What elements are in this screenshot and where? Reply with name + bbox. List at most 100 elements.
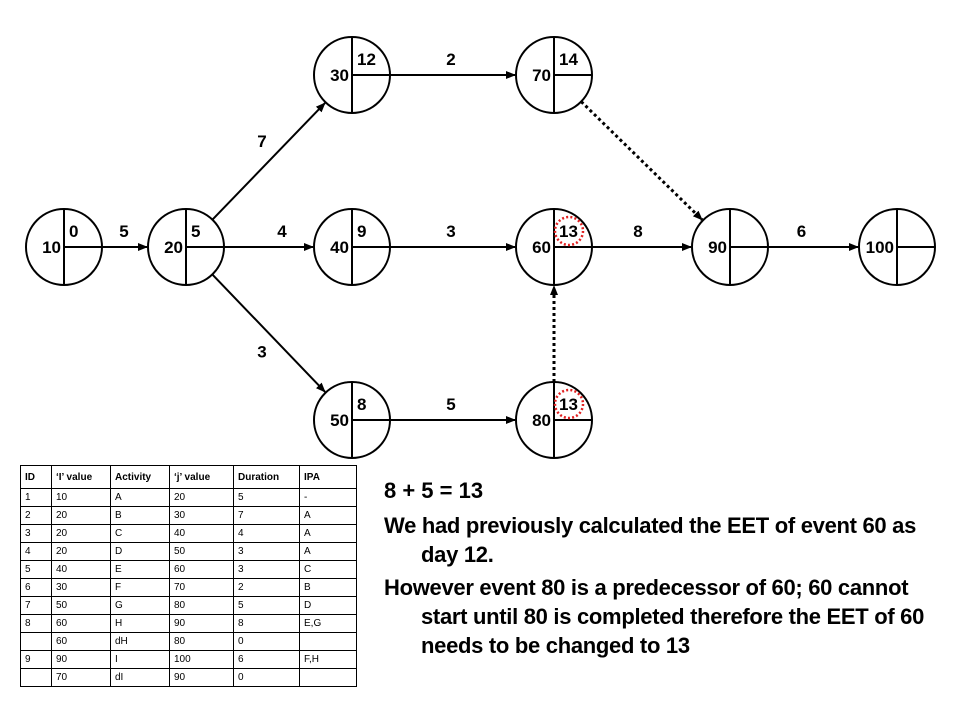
table-cell: 90 bbox=[169, 614, 234, 633]
table-cell: - bbox=[299, 488, 357, 507]
table-cell bbox=[299, 632, 357, 651]
predecessor-note: However event 80 is a predecessor of 60;… bbox=[384, 575, 925, 658]
table-cell: 20 bbox=[51, 506, 111, 525]
table-cell: 4 bbox=[233, 524, 300, 543]
table-cell: F bbox=[110, 578, 170, 597]
earliest-event-time: 0 bbox=[69, 222, 78, 241]
table-cell: 30 bbox=[169, 506, 234, 525]
table-row: 8 60 H 90 8 E,G bbox=[20, 614, 357, 633]
table-row: 4 20 D 50 3 A bbox=[20, 542, 357, 561]
table-row: 70 dI 90 0 bbox=[20, 668, 357, 687]
table-cell: 5 bbox=[20, 560, 52, 579]
table-cell: 50 bbox=[169, 542, 234, 561]
table-cell: A bbox=[299, 542, 357, 561]
table-cell: A bbox=[299, 506, 357, 525]
activity-duration-label: 5 bbox=[119, 222, 128, 241]
col-header-duration: Duration bbox=[233, 465, 300, 489]
activity-table: ID ‘I’ value Activity ‘j’ value Duration… bbox=[20, 465, 357, 687]
table-row: 5 40 E 60 3 C bbox=[20, 560, 357, 579]
event-number: 100 bbox=[866, 238, 894, 257]
event-node: 50 8 bbox=[313, 381, 391, 459]
event-number: 90 bbox=[708, 238, 727, 257]
table-row: 6 30 F 70 2 B bbox=[20, 578, 357, 597]
table-cell: 0 bbox=[233, 668, 300, 687]
table-cell: 5 bbox=[233, 488, 300, 507]
table-row: 60 dH 80 0 bbox=[20, 632, 357, 651]
event-number: 50 bbox=[330, 411, 349, 430]
event-node: 70 14 bbox=[515, 36, 593, 114]
table-cell: B bbox=[299, 578, 357, 597]
eet-highlight-ring bbox=[553, 215, 585, 247]
table-cell: A bbox=[110, 488, 170, 507]
table-cell: 4 bbox=[20, 542, 52, 561]
table-cell: D bbox=[299, 596, 357, 615]
earliest-event-time: 13 bbox=[559, 222, 578, 241]
col-header-i-value: ‘I’ value bbox=[51, 465, 111, 489]
table-cell bbox=[20, 668, 52, 687]
table-cell: 2 bbox=[20, 506, 52, 525]
col-header-j-value: ‘j’ value bbox=[169, 465, 234, 489]
table-cell: 30 bbox=[51, 578, 111, 597]
previous-eet-note: We had previously calculated the EET of … bbox=[384, 513, 917, 567]
table-cell: 70 bbox=[169, 578, 234, 597]
eet-highlight-ring bbox=[553, 388, 585, 420]
table-cell: 60 bbox=[51, 632, 111, 651]
table-cell: 6 bbox=[233, 650, 300, 669]
table-cell: 50 bbox=[51, 596, 111, 615]
activity-duration-label: 2 bbox=[446, 50, 455, 69]
table-cell: E,G bbox=[299, 614, 357, 633]
col-header-id: ID bbox=[20, 465, 52, 489]
event-number: 40 bbox=[330, 238, 349, 257]
table-cell: 60 bbox=[169, 560, 234, 579]
table-cell: 90 bbox=[169, 668, 234, 687]
table-cell: 3 bbox=[20, 524, 52, 543]
event-node: 100 bbox=[858, 208, 936, 286]
event-number: 60 bbox=[532, 238, 551, 257]
activity-duration-label: 7 bbox=[257, 132, 266, 151]
table-cell: 90 bbox=[51, 650, 111, 669]
event-number: 70 bbox=[532, 66, 551, 85]
table-cell: 1 bbox=[20, 488, 52, 507]
table-cell: D bbox=[110, 542, 170, 561]
table-row: 3 20 C 40 4 A bbox=[20, 524, 357, 543]
table-cell: 7 bbox=[20, 596, 52, 615]
table-row: 7 50 G 80 5 D bbox=[20, 596, 357, 615]
table-cell: E bbox=[110, 560, 170, 579]
event-node: 90 bbox=[691, 208, 769, 286]
event-node: 40 9 bbox=[313, 208, 391, 286]
table-cell: 8 bbox=[233, 614, 300, 633]
table-cell: 7 bbox=[233, 506, 300, 525]
table-cell: I bbox=[110, 650, 170, 669]
event-node: 80 13 bbox=[515, 381, 593, 459]
earliest-event-time: 8 bbox=[357, 395, 366, 414]
table-cell: B bbox=[110, 506, 170, 525]
table-cell: G bbox=[110, 596, 170, 615]
explanation-text: 8 + 5 = 13 We had previously calculated … bbox=[384, 476, 954, 664]
activity-duration-label: 5 bbox=[446, 395, 455, 414]
earliest-event-time: 12 bbox=[357, 50, 376, 69]
event-number: 30 bbox=[330, 66, 349, 85]
activity-duration-label: 3 bbox=[446, 222, 455, 241]
equation-text: 8 + 5 = 13 bbox=[384, 478, 484, 503]
event-node: 100 bbox=[25, 208, 103, 286]
table-cell: 6 bbox=[20, 578, 52, 597]
table-cell: 0 bbox=[233, 632, 300, 651]
table-cell: 80 bbox=[169, 632, 234, 651]
activity-duration-label: 6 bbox=[797, 222, 806, 241]
event-number: 20 bbox=[164, 238, 183, 257]
table-cell: 70 bbox=[51, 668, 111, 687]
table-row: 2 20 B 30 7 A bbox=[20, 506, 357, 525]
table-row: 9 90 I 100 6 F,H bbox=[20, 650, 357, 669]
event-node: 20 5 bbox=[147, 208, 225, 286]
col-header-activity: Activity bbox=[110, 465, 170, 489]
table-cell: 3 bbox=[233, 542, 300, 561]
table-cell: 3 bbox=[233, 560, 300, 579]
table-cell: F,H bbox=[299, 650, 357, 669]
col-header-ipa: IPA bbox=[299, 465, 357, 489]
table-cell: 5 bbox=[233, 596, 300, 615]
table-cell: A bbox=[299, 524, 357, 543]
table-cell: 60 bbox=[51, 614, 111, 633]
table-cell: 20 bbox=[51, 542, 111, 561]
activity-duration-label: 4 bbox=[277, 222, 287, 241]
earliest-event-time: 5 bbox=[191, 222, 200, 241]
